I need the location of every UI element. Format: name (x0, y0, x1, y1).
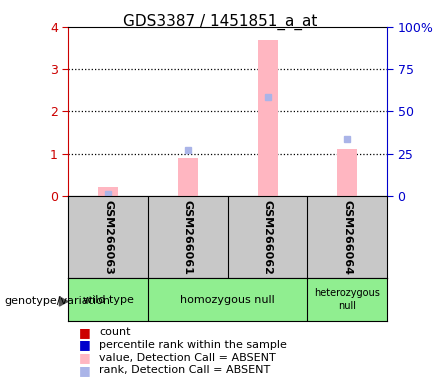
Bar (98, 187, 118, 196)
Text: genotype/variation: genotype/variation (4, 296, 110, 306)
Text: value, Detection Call = ABSENT: value, Detection Call = ABSENT (99, 353, 276, 362)
Text: GDS3387 / 1451851_a_at: GDS3387 / 1451851_a_at (123, 13, 317, 30)
Text: ■: ■ (79, 338, 91, 351)
Bar (178, 158, 198, 196)
Text: count: count (99, 327, 131, 337)
Text: GSM266064: GSM266064 (342, 200, 352, 275)
Text: ■: ■ (79, 351, 91, 364)
Text: GSM266062: GSM266062 (263, 200, 272, 275)
Text: heterozygous
null: heterozygous null (315, 288, 380, 311)
Bar (337, 149, 357, 196)
Bar (257, 40, 278, 196)
Text: rank, Detection Call = ABSENT: rank, Detection Call = ABSENT (99, 365, 270, 375)
Text: GSM266061: GSM266061 (183, 200, 193, 275)
Text: percentile rank within the sample: percentile rank within the sample (99, 340, 287, 350)
Text: homozygous null: homozygous null (180, 295, 275, 305)
Text: GSM266063: GSM266063 (103, 200, 113, 275)
Text: ■: ■ (79, 326, 91, 339)
Text: wild type: wild type (83, 295, 133, 305)
Polygon shape (59, 297, 68, 306)
Text: ■: ■ (79, 364, 91, 377)
